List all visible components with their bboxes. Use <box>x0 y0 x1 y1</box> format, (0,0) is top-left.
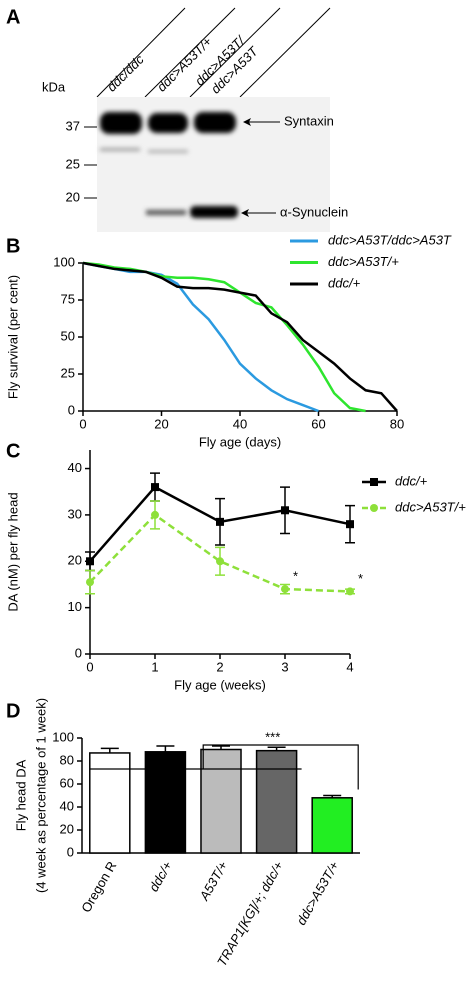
panel-label: B <box>6 235 20 257</box>
band <box>194 112 236 133</box>
point <box>216 557 224 566</box>
panel-label: D <box>6 700 20 722</box>
bar <box>144 751 187 854</box>
lane-divider <box>144 7 236 98</box>
marker-label: 20 <box>66 189 80 204</box>
legend-label: ddc>A53T/+ <box>395 499 466 514</box>
band <box>100 112 142 134</box>
y-tick-label: 0 <box>75 645 82 660</box>
point <box>346 587 354 596</box>
y-tick-label: 20 <box>68 553 82 568</box>
panel-label: A <box>6 6 20 28</box>
x-tick-label: 60 <box>311 416 325 431</box>
y-tick-label: 40 <box>68 460 82 475</box>
x-tick-label: 4 <box>346 659 353 674</box>
band <box>100 148 140 151</box>
x-tick-label: 0 <box>86 659 93 674</box>
lane-divider <box>189 7 281 98</box>
error-bar <box>156 745 175 752</box>
x-tick-label: 2 <box>216 659 223 674</box>
band <box>148 113 188 133</box>
legend-label: ddc/+ <box>328 275 361 290</box>
annotation: * <box>358 571 363 586</box>
bar <box>311 797 353 854</box>
x-tick-label: 0 <box>79 416 86 431</box>
panel-label: C <box>6 440 20 462</box>
band <box>146 210 186 215</box>
y-axis-label: Fly survival (per cent) <box>5 275 20 399</box>
y-tick-label: 10 <box>68 599 82 614</box>
lane-divider <box>239 7 331 98</box>
y-tick-label: 30 <box>68 506 82 521</box>
band <box>190 206 238 218</box>
y-axis-label: DA (nM) per fly head <box>5 492 20 611</box>
error-bar <box>100 747 119 753</box>
point <box>151 483 159 492</box>
x-tick-label: A53T/+ <box>196 858 231 903</box>
y-tick-label: 20 <box>60 821 74 836</box>
legend-label: ddc>A53T/+ <box>328 254 399 269</box>
point <box>151 510 159 519</box>
x-tick-label: 20 <box>154 416 168 431</box>
legend-label: ddc/+ <box>395 473 428 488</box>
blot-panel: A ddc/ddc ddc>A53T/+ ddc>A53T/ ddc>A53T … <box>6 6 348 232</box>
point <box>346 520 354 529</box>
y-tick-label: 40 <box>60 798 74 813</box>
y-axis-label: Fly head DA <box>13 759 28 831</box>
lane-divider <box>96 7 186 98</box>
y-tick-label: 25 <box>61 365 75 380</box>
point <box>281 585 289 594</box>
point <box>281 506 289 515</box>
band <box>148 150 188 153</box>
x-tick-label: ddc/+ <box>146 858 175 894</box>
x-tick-label: 1 <box>151 659 158 674</box>
x-tick-label: ddc>A53T/+ <box>293 858 342 927</box>
significance-bracket <box>90 744 359 790</box>
point <box>86 578 94 587</box>
series-line <box>82 261 319 413</box>
legend-marker <box>370 504 378 512</box>
bar <box>255 749 298 854</box>
lane-label: ddc/ddc <box>104 51 147 94</box>
x-axis-label: Fly age (days) <box>199 434 281 449</box>
y-tick-label: 50 <box>61 328 75 343</box>
annotation: * <box>293 569 298 584</box>
bands <box>100 112 238 218</box>
bar <box>200 748 242 854</box>
marker-label: 25 <box>66 156 80 171</box>
x-tick-label: Oregon R <box>78 859 119 915</box>
y-tick-label: 0 <box>67 844 74 859</box>
x-axis-label: Fly age (weeks) <box>174 677 266 692</box>
x-tick-label: 40 <box>233 416 247 431</box>
legend-marker <box>370 478 378 486</box>
bar <box>89 752 131 854</box>
y-tick-label: 80 <box>60 752 74 767</box>
band-label: α-Synuclein <box>280 204 348 219</box>
legend-label: ddc>A53T/ddc>A53T <box>328 232 452 247</box>
x-tick-label: 80 <box>390 416 404 431</box>
x-tick-label: 3 <box>281 659 288 674</box>
significance-label: *** <box>265 729 280 744</box>
y-tick-label: 0 <box>68 402 75 417</box>
band-label: Syntaxin <box>284 113 334 128</box>
y-tick-label: 100 <box>53 254 75 269</box>
unit-label: kDa <box>42 79 66 94</box>
y-axis-label: (4 week as percentage of 1 week) <box>33 698 48 893</box>
y-tick-label: 100 <box>52 729 74 744</box>
point <box>216 517 224 526</box>
y-tick-label: 60 <box>60 775 74 790</box>
series-line <box>89 513 351 593</box>
series-line <box>82 261 366 413</box>
marker-label: 37 <box>66 118 80 133</box>
point <box>86 557 94 566</box>
y-tick-label: 75 <box>61 291 75 306</box>
series-line <box>82 261 398 412</box>
